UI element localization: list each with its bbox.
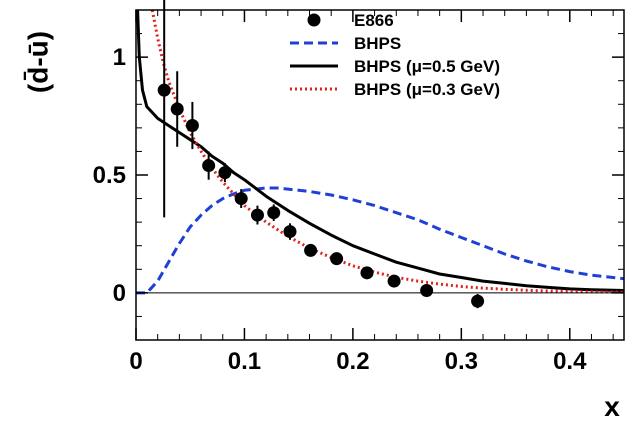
series-line-1	[136, 188, 624, 293]
legend: E866 BHPS BHPS (μ=0.5 GeV) BHPS (μ=0.3 GeV)	[290, 11, 500, 99]
data-point	[283, 225, 296, 238]
y-tick-label: 0.5	[93, 162, 126, 189]
data-point	[267, 206, 280, 219]
legend-label: BHPS (μ=0.3 GeV)	[354, 80, 500, 99]
data-point	[304, 244, 317, 257]
data-point	[202, 159, 215, 172]
x-tick-label: 0.2	[336, 348, 369, 375]
legend-label: BHPS	[354, 34, 401, 53]
data-point	[158, 84, 171, 97]
data-point	[235, 192, 248, 205]
data-point	[251, 209, 264, 222]
x-tick-label: 0.4	[553, 348, 587, 375]
x-tick-label: 0.3	[445, 348, 478, 375]
x-tick-label: 0.1	[228, 348, 261, 375]
data-point	[171, 103, 184, 116]
y-tick-label: 0	[113, 280, 126, 307]
data-point	[471, 295, 484, 308]
data-point	[420, 284, 433, 297]
data-point	[388, 275, 401, 288]
legend-label: BHPS (μ=0.5 GeV)	[354, 57, 500, 76]
data-point	[360, 266, 373, 279]
y-tick-label: 1	[113, 44, 126, 71]
y-axis-title: (d̄-ū)	[22, 31, 53, 93]
legend-marker	[308, 14, 321, 27]
data-points	[158, 0, 484, 308]
x-tick-label: 0	[129, 348, 142, 375]
data-point	[330, 252, 343, 265]
data-point	[186, 119, 199, 132]
data-point	[218, 166, 231, 179]
legend-label: E866	[354, 11, 394, 30]
x-axis-title: x	[604, 391, 620, 422]
